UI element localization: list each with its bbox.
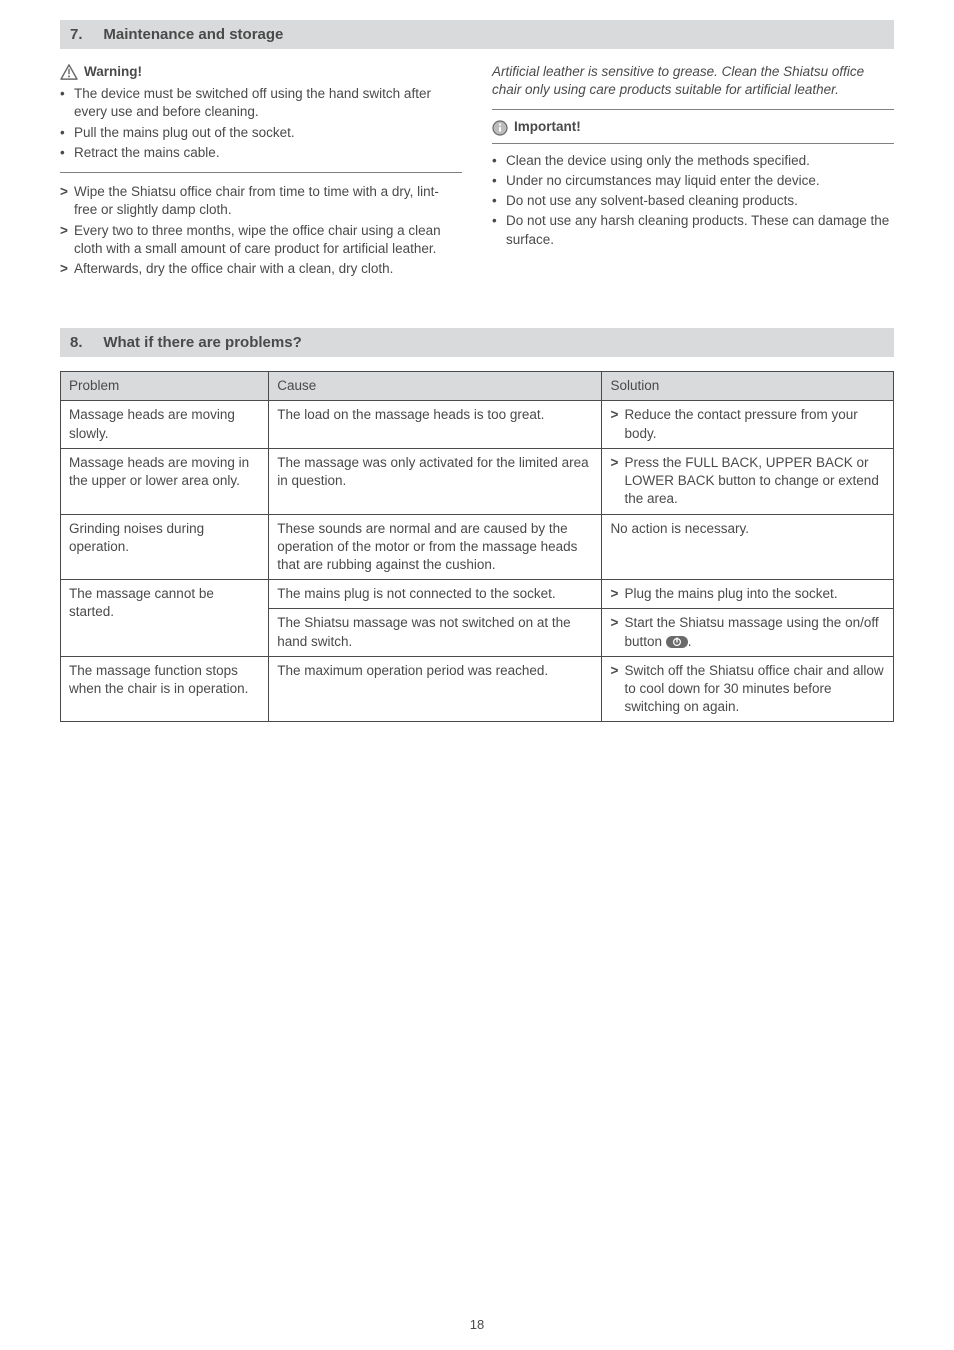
bullet-item: The device must be switched off using th…: [60, 85, 462, 121]
cell-solution: Press the FULL BACK, UPPER BACK or LOWER…: [602, 448, 894, 514]
solution-text: Press the FULL BACK, UPPER BACK or LOWER…: [610, 454, 885, 509]
cell-solution: Plug the mains plug into the socket.: [602, 580, 894, 609]
section-7-left: Warning! The device must be switched off…: [60, 63, 462, 288]
divider: [60, 172, 462, 173]
solution-text: Switch off the Shiatsu office chair and …: [610, 662, 885, 717]
cell-solution: No action is necessary.: [602, 514, 894, 580]
section-7-title: Maintenance and storage: [103, 26, 283, 43]
cell-solution: Reduce the contact pressure from your bo…: [602, 401, 894, 448]
problems-table: Problem Cause Solution Massage heads are…: [60, 371, 894, 722]
cell-problem: The massage function stops when the chai…: [61, 656, 269, 722]
cell-cause: The massage was only activated for the l…: [269, 448, 602, 514]
page: 7. Maintenance and storage Warning! The …: [0, 0, 954, 1350]
cell-solution: Switch off the Shiatsu office chair and …: [602, 656, 894, 722]
cell-cause: The load on the massage heads is too gre…: [269, 401, 602, 448]
table-row: The massage function stops when the chai…: [61, 656, 894, 722]
divider: [492, 143, 894, 144]
bullet-item: Do not use any harsh cleaning products. …: [492, 212, 894, 248]
col-header-solution: Solution: [602, 372, 894, 401]
section-8-header: 8. What if there are problems?: [60, 328, 894, 357]
solution-text: Reduce the contact pressure from your bo…: [610, 406, 885, 442]
table-row: Grinding noises during operation. These …: [61, 514, 894, 580]
col-header-cause: Cause: [269, 372, 602, 401]
section-7-columns: Warning! The device must be switched off…: [60, 63, 894, 288]
cell-problem: Massage heads are moving slowly.: [61, 401, 269, 448]
warning-label: Warning!: [84, 63, 142, 81]
cell-cause: These sounds are normal and are caused b…: [269, 514, 602, 580]
on-off-button-icon: [666, 636, 688, 648]
table-row: Massage heads are moving slowly. The loa…: [61, 401, 894, 448]
solution-text: Start the Shiatsu massage using the on/o…: [610, 614, 885, 650]
table-row: Massage heads are moving in the upper or…: [61, 448, 894, 514]
table-row: The massage cannot be started. The mains…: [61, 580, 894, 609]
section-7-right: Artificial leather is sensitive to greas…: [492, 63, 894, 288]
bullet-item: Under no circumstances may liquid enter …: [492, 172, 894, 190]
cell-cause: The mains plug is not connected to the s…: [269, 580, 602, 609]
warning-chev-list: Wipe the Shiatsu office chair from time …: [60, 183, 462, 278]
solution-post: .: [688, 634, 692, 649]
solution-text: Plug the mains plug into the socket.: [610, 585, 885, 603]
cell-cause: The Shiatsu massage was not switched on …: [269, 609, 602, 656]
cell-problem: Massage heads are moving in the upper or…: [61, 448, 269, 514]
important-row: Important!: [492, 118, 894, 136]
cell-solution: Start the Shiatsu massage using the on/o…: [602, 609, 894, 656]
cell-cause: The maximum operation period was reached…: [269, 656, 602, 722]
divider: [492, 109, 894, 110]
col-header-problem: Problem: [61, 372, 269, 401]
chev-item: Every two to three months, wipe the offi…: [60, 222, 462, 258]
cell-problem: The massage cannot be started.: [61, 580, 269, 657]
bullet-item: Retract the mains cable.: [60, 144, 462, 162]
bullet-item: Do not use any solvent-based cleaning pr…: [492, 192, 894, 210]
section-7-number: 7.: [70, 26, 83, 43]
chev-item: Wipe the Shiatsu office chair from time …: [60, 183, 462, 219]
warning-row: Warning!: [60, 63, 462, 81]
cell-problem: Grinding noises during operation.: [61, 514, 269, 580]
page-number: 18: [0, 1317, 954, 1332]
important-label: Important!: [514, 118, 581, 136]
section-8-title: What if there are problems?: [103, 334, 301, 351]
chev-item: Afterwards, dry the office chair with a …: [60, 260, 462, 278]
section-8-number: 8.: [70, 334, 83, 351]
warning-triangle-icon: [60, 64, 78, 80]
bullet-item: Clean the device using only the methods …: [492, 152, 894, 170]
bullet-item: Pull the mains plug out of the socket.: [60, 124, 462, 142]
italic-note: Artificial leather is sensitive to greas…: [492, 63, 894, 99]
important-bullets: Clean the device using only the methods …: [492, 152, 894, 249]
info-icon: [492, 120, 508, 136]
solution-pre: Start the Shiatsu massage using the on/o…: [624, 615, 878, 648]
table-header-row: Problem Cause Solution: [61, 372, 894, 401]
warning-bullets-top: The device must be switched off using th…: [60, 85, 462, 162]
section-7-header: 7. Maintenance and storage: [60, 20, 894, 49]
